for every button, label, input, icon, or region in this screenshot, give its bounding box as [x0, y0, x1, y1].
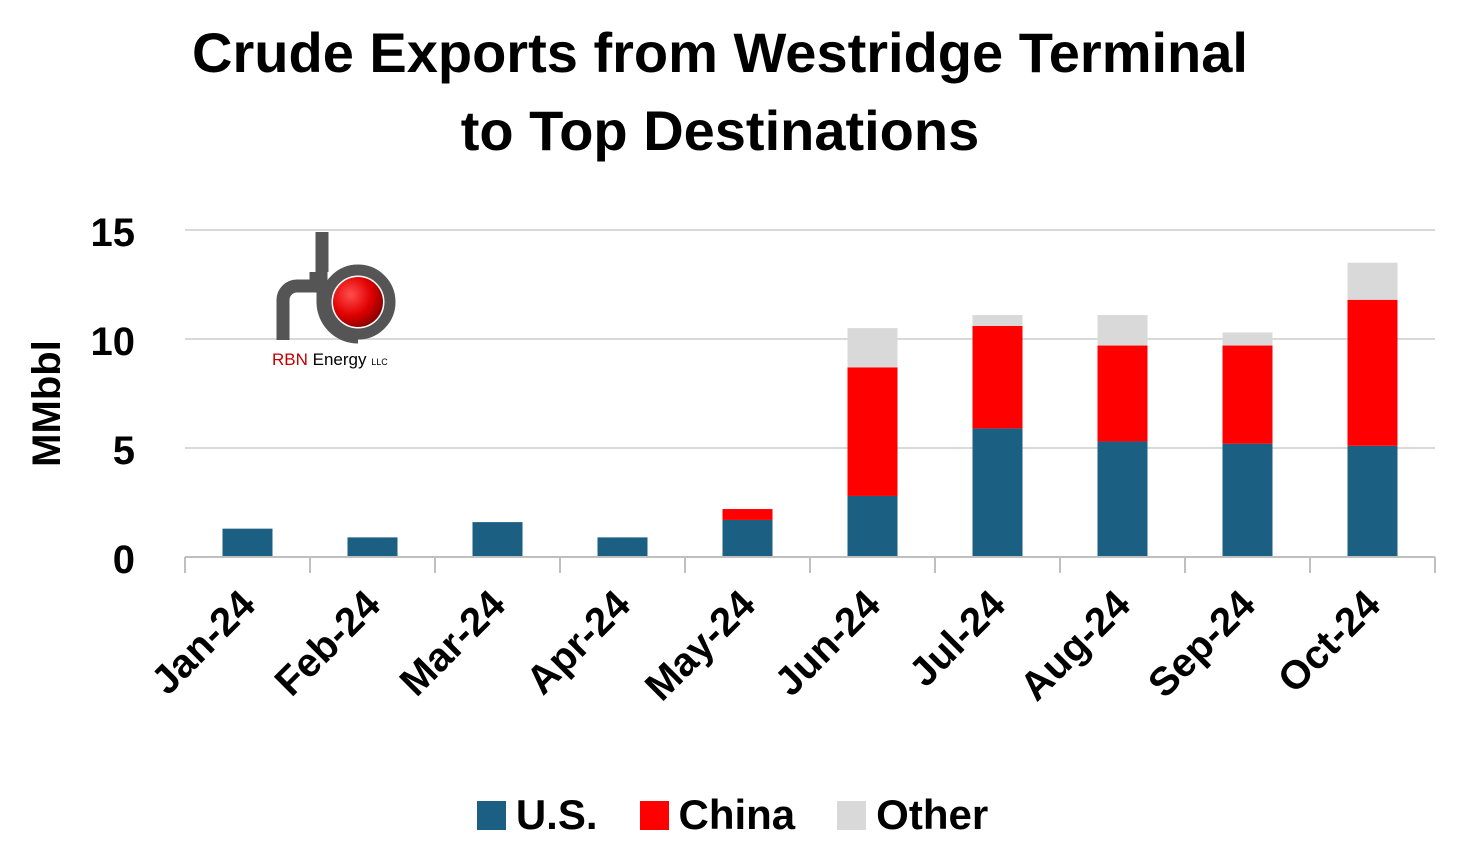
x-tick-label: Aug-24: [1012, 582, 1140, 710]
x-tick-label: Jul-24: [901, 582, 1014, 695]
x-tick-label: Apr-24: [518, 582, 639, 703]
bar-segment-us: [1222, 443, 1273, 557]
bar-segment-china: [1222, 345, 1273, 444]
x-tick-label: Jun-24: [767, 582, 890, 705]
chart-legend: U.S. China Other: [0, 790, 1465, 840]
logo-brand: RBN: [272, 350, 308, 369]
x-tick-label: Oct-24: [1270, 582, 1390, 702]
bar-segment-us: [1347, 445, 1398, 557]
legend-swatch-other: [837, 800, 867, 830]
x-tick-label: Sep-24: [1140, 582, 1264, 706]
bar-segment-us: [722, 519, 773, 557]
logo-word: Energy: [312, 350, 367, 369]
bar-segment-us: [472, 522, 523, 557]
x-tick-label: May-24: [637, 582, 765, 710]
bar-segment-china: [722, 509, 773, 520]
bar-segment-other: [1222, 332, 1273, 346]
bar-segment-us: [847, 495, 898, 557]
legend-label-us: U.S.: [515, 791, 598, 838]
bar-segment-us: [222, 528, 273, 557]
legend-item-other: Other: [837, 790, 988, 840]
y-tick-label: 15: [91, 211, 136, 255]
chart-title-line-2: to Top Destinations: [460, 99, 980, 162]
x-tick-label: Mar-24: [392, 582, 515, 705]
legend-item-us: U.S.: [476, 790, 598, 840]
legend-item-china: China: [639, 790, 796, 840]
bar-segment-other: [1347, 262, 1398, 300]
legend-label-other: Other: [876, 791, 989, 838]
bar-segment-china: [972, 325, 1023, 429]
bar-segment-china: [1097, 345, 1148, 442]
chart-title-line-1: Crude Exports from Westridge Terminal: [192, 21, 1248, 84]
legend-label-china: China: [678, 791, 796, 838]
legend-swatch-china: [639, 800, 669, 830]
y-tick-label: 10: [91, 320, 136, 364]
bar-segment-china: [847, 367, 898, 496]
y-tick-labels: 0 5 10 15: [91, 211, 136, 582]
bar-segment-us: [597, 537, 648, 557]
bar-segment-us: [1097, 441, 1148, 557]
logo-text: RBN Energy LLC: [272, 350, 388, 370]
chart-title: Crude Exports from Westridge Terminal to…: [0, 14, 1440, 170]
x-tick-label: Jan-24: [143, 582, 264, 703]
legend-swatch-us: [476, 800, 506, 830]
bar-segment-us: [347, 537, 398, 557]
axes: [184, 556, 1436, 573]
rbn-energy-logo: [276, 232, 396, 344]
logo-suffix: LLC: [371, 357, 388, 367]
bar-segment-other: [972, 315, 1023, 326]
bar-segment-us: [972, 428, 1023, 557]
y-axis-label: MMbbl: [25, 340, 69, 467]
y-tick-label: 5: [113, 429, 135, 473]
bar-segment-other: [847, 328, 898, 368]
logo-ball-icon: [333, 277, 383, 327]
y-tick-label: 0: [113, 538, 135, 582]
bars: [222, 262, 1398, 557]
bar-segment-other: [1097, 315, 1148, 346]
x-tick-label: Feb-24: [267, 582, 390, 705]
bar-segment-china: [1347, 299, 1398, 446]
